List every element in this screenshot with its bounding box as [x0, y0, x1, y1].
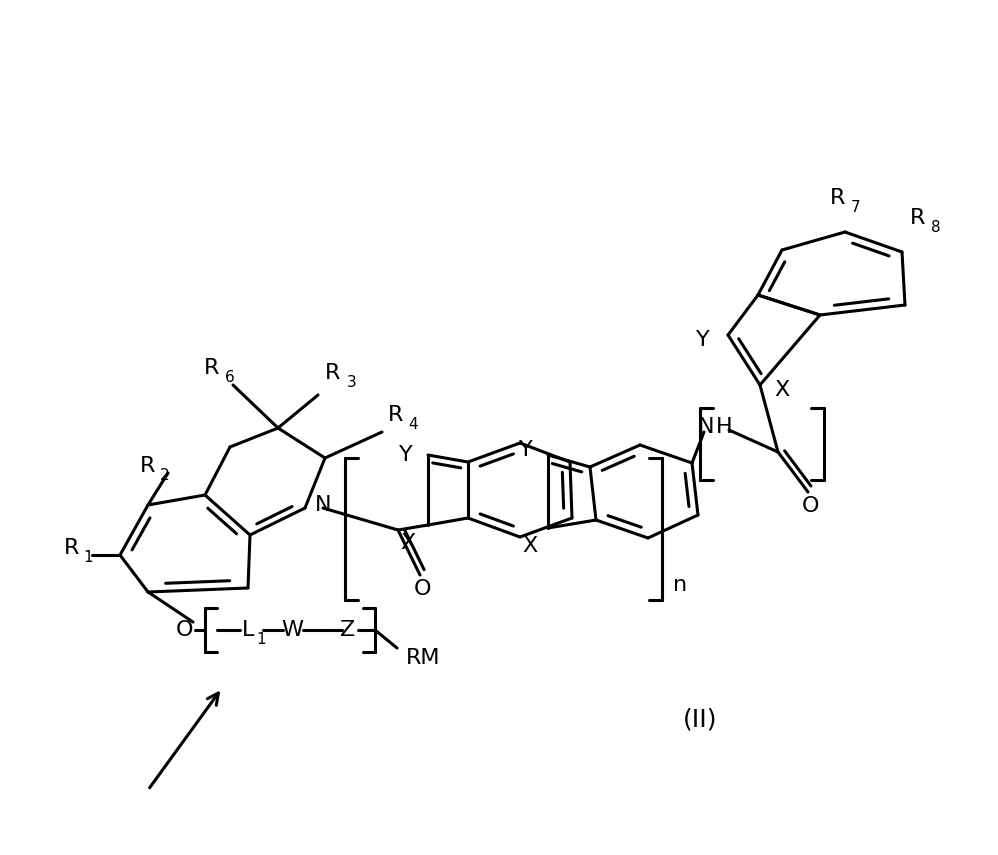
Text: 1: 1 [83, 551, 93, 565]
Text: Y: Y [399, 445, 413, 465]
Text: Y: Y [697, 330, 710, 350]
Text: R: R [388, 405, 403, 425]
Text: Z: Z [340, 620, 355, 640]
Text: Y: Y [519, 440, 533, 460]
Text: X: X [400, 533, 415, 553]
Text: 1: 1 [256, 633, 265, 647]
Text: 2: 2 [161, 469, 170, 483]
Text: 4: 4 [408, 417, 418, 433]
Text: L: L [242, 620, 254, 640]
Text: H: H [716, 417, 733, 437]
Text: X: X [774, 380, 789, 400]
Text: N: N [314, 495, 331, 515]
Text: O: O [414, 579, 432, 599]
Text: O: O [177, 620, 194, 640]
Text: (II): (II) [683, 708, 718, 732]
Text: 3: 3 [347, 375, 357, 391]
Text: R: R [325, 363, 340, 383]
Text: n: n [673, 575, 687, 595]
Text: R: R [64, 538, 80, 558]
Text: 6: 6 [226, 370, 235, 386]
Text: O: O [802, 496, 819, 516]
Text: X: X [522, 536, 538, 556]
Text: N: N [698, 417, 715, 437]
Text: R: R [141, 456, 156, 476]
Text: 8: 8 [931, 221, 941, 235]
Text: W: W [281, 620, 303, 640]
Text: R: R [910, 208, 926, 228]
Text: R: R [830, 188, 845, 208]
Text: 7: 7 [851, 201, 861, 215]
Text: RM: RM [406, 648, 440, 668]
Text: R: R [205, 358, 220, 378]
